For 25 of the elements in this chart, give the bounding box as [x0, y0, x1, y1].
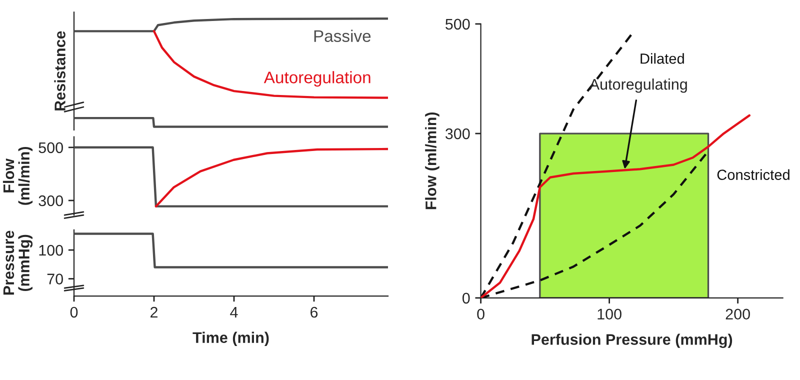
x-axis-title: Perfusion Pressure (mmHg): [532, 334, 732, 348]
y-tick-label: 300: [38, 195, 63, 206]
x-tick-label: 100: [598, 308, 622, 320]
y-tick-label: 300: [445, 128, 470, 140]
series-label: Dilated: [640, 53, 684, 64]
series-label: Passive: [314, 30, 371, 42]
x-tick-label: 6: [310, 306, 318, 318]
x-tick-label: 2: [150, 306, 158, 318]
x-tick-label: 0: [477, 308, 484, 320]
series-label: Constricted: [717, 169, 790, 180]
y-axis-title: Flow (ml/min): [2, 146, 33, 205]
y-axis-title: Pressure (mmHg): [3, 230, 33, 295]
x-axis-title: Time (min): [192, 332, 269, 346]
x-tick-label: 4: [230, 307, 238, 318]
y-tick-label: 500: [38, 142, 63, 154]
annotation: Autoregulating: [589, 78, 687, 93]
y-axis-title: Resistance: [54, 31, 66, 110]
x-tick-label: 200: [726, 308, 750, 320]
series-label: Autoregulation: [264, 71, 370, 87]
y-tick-label: 500: [446, 18, 470, 30]
y-tick-label: 100: [39, 244, 63, 256]
y-tick-label: 0: [462, 292, 470, 304]
y-tick-label: 70: [47, 274, 63, 284]
y-axis-title: Flow (ml/min): [425, 112, 440, 210]
x-tick-label: 0: [70, 306, 78, 318]
